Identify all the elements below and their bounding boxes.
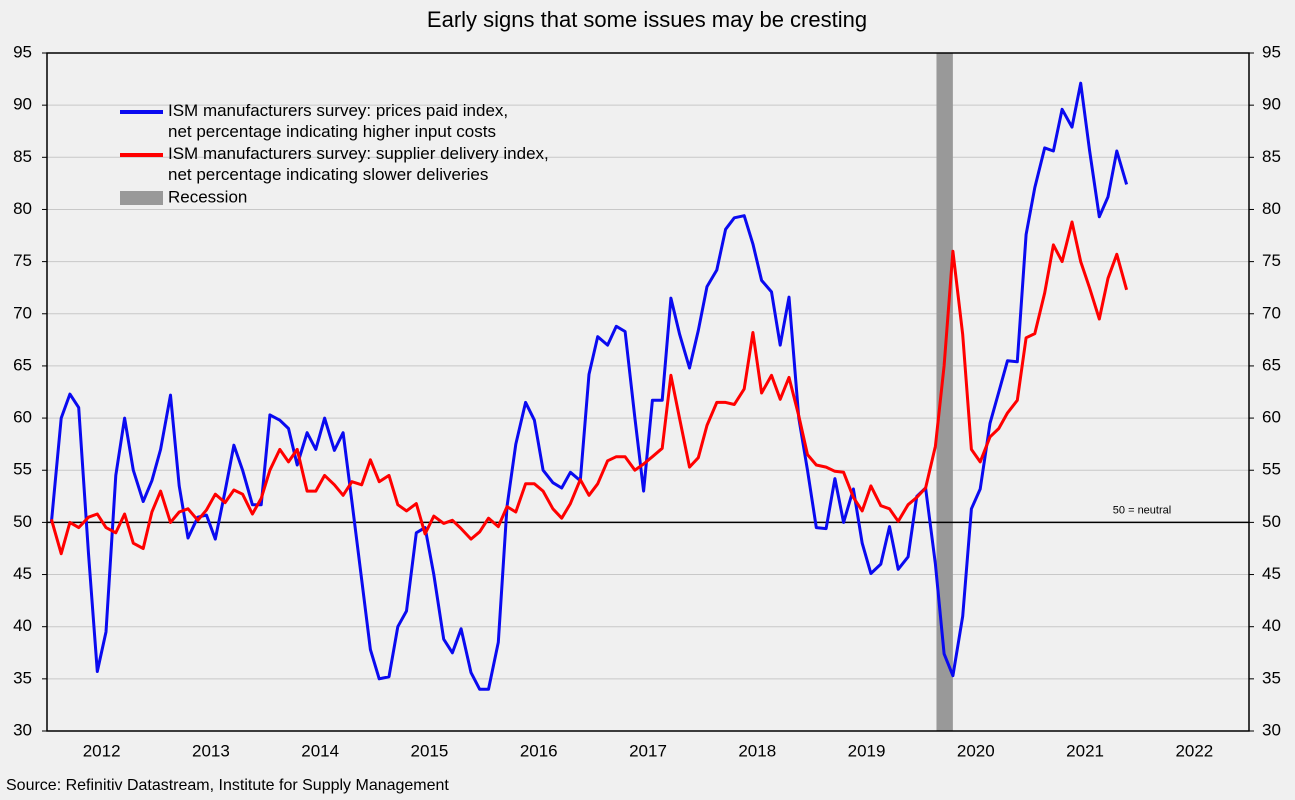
y-tick-label: 60 [13, 408, 32, 427]
y2-tick-label: 90 [1262, 95, 1281, 114]
y-tick-label: 80 [13, 199, 32, 218]
y2-tick-label: 95 [1262, 42, 1281, 61]
y2-tick-label: 80 [1262, 199, 1281, 218]
chart-title: Early signs that some issues may be cres… [427, 7, 867, 32]
x-tick-label: 2022 [1175, 741, 1213, 760]
source-note: Source: Refinitiv Datastream, Institute … [6, 777, 449, 794]
recession-band [936, 53, 953, 731]
x-tick-label: 2015 [411, 741, 449, 760]
legend-swatch [120, 191, 163, 205]
y-tick-label: 50 [13, 512, 32, 531]
y-tick-label: 75 [13, 251, 32, 270]
x-tick-label: 2016 [520, 741, 558, 760]
x-tick-label: 2017 [629, 741, 667, 760]
y-tick-label: 35 [13, 668, 32, 687]
y2-tick-label: 45 [1262, 564, 1281, 583]
y-tick-label: 95 [13, 42, 32, 61]
x-tick-label: 2020 [957, 741, 995, 760]
y-tick-label: 30 [13, 720, 32, 739]
y2-tick-label: 55 [1262, 460, 1281, 479]
legend-label: ISM manufacturers survey: prices paid in… [168, 101, 508, 141]
y-tick-label: 85 [13, 147, 32, 166]
neutral-label: 50 = neutral [1113, 504, 1171, 516]
x-tick-label: 2012 [83, 741, 121, 760]
y2-tick-label: 70 [1262, 303, 1281, 322]
series-line [49, 220, 1129, 556]
y2-tick-label: 85 [1262, 147, 1281, 166]
y2-tick-label: 50 [1262, 512, 1281, 531]
x-tick-label: 2021 [1066, 741, 1104, 760]
y2-tick-label: 35 [1262, 668, 1281, 687]
x-tick-label: 2014 [301, 741, 339, 760]
x-tick-label: 2013 [192, 741, 230, 760]
y-tick-label: 45 [13, 564, 32, 583]
legend-label: Recession [168, 187, 247, 206]
y-tick-label: 90 [13, 95, 32, 114]
y-tick-label: 40 [13, 616, 32, 635]
x-tick-label: 2018 [738, 741, 776, 760]
x-tick-label: 2019 [848, 741, 886, 760]
series-line [49, 81, 1129, 691]
y2-tick-label: 40 [1262, 616, 1281, 635]
y2-tick-label: 75 [1262, 251, 1281, 270]
y-tick-label: 55 [13, 460, 32, 479]
y2-tick-label: 30 [1262, 720, 1281, 739]
y-tick-label: 70 [13, 303, 32, 322]
y2-tick-label: 65 [1262, 355, 1281, 374]
y-tick-label: 65 [13, 355, 32, 374]
y2-tick-label: 60 [1262, 408, 1281, 427]
plot-frame [46, 52, 1250, 732]
legend-label: ISM manufacturers survey: supplier deliv… [168, 144, 549, 184]
